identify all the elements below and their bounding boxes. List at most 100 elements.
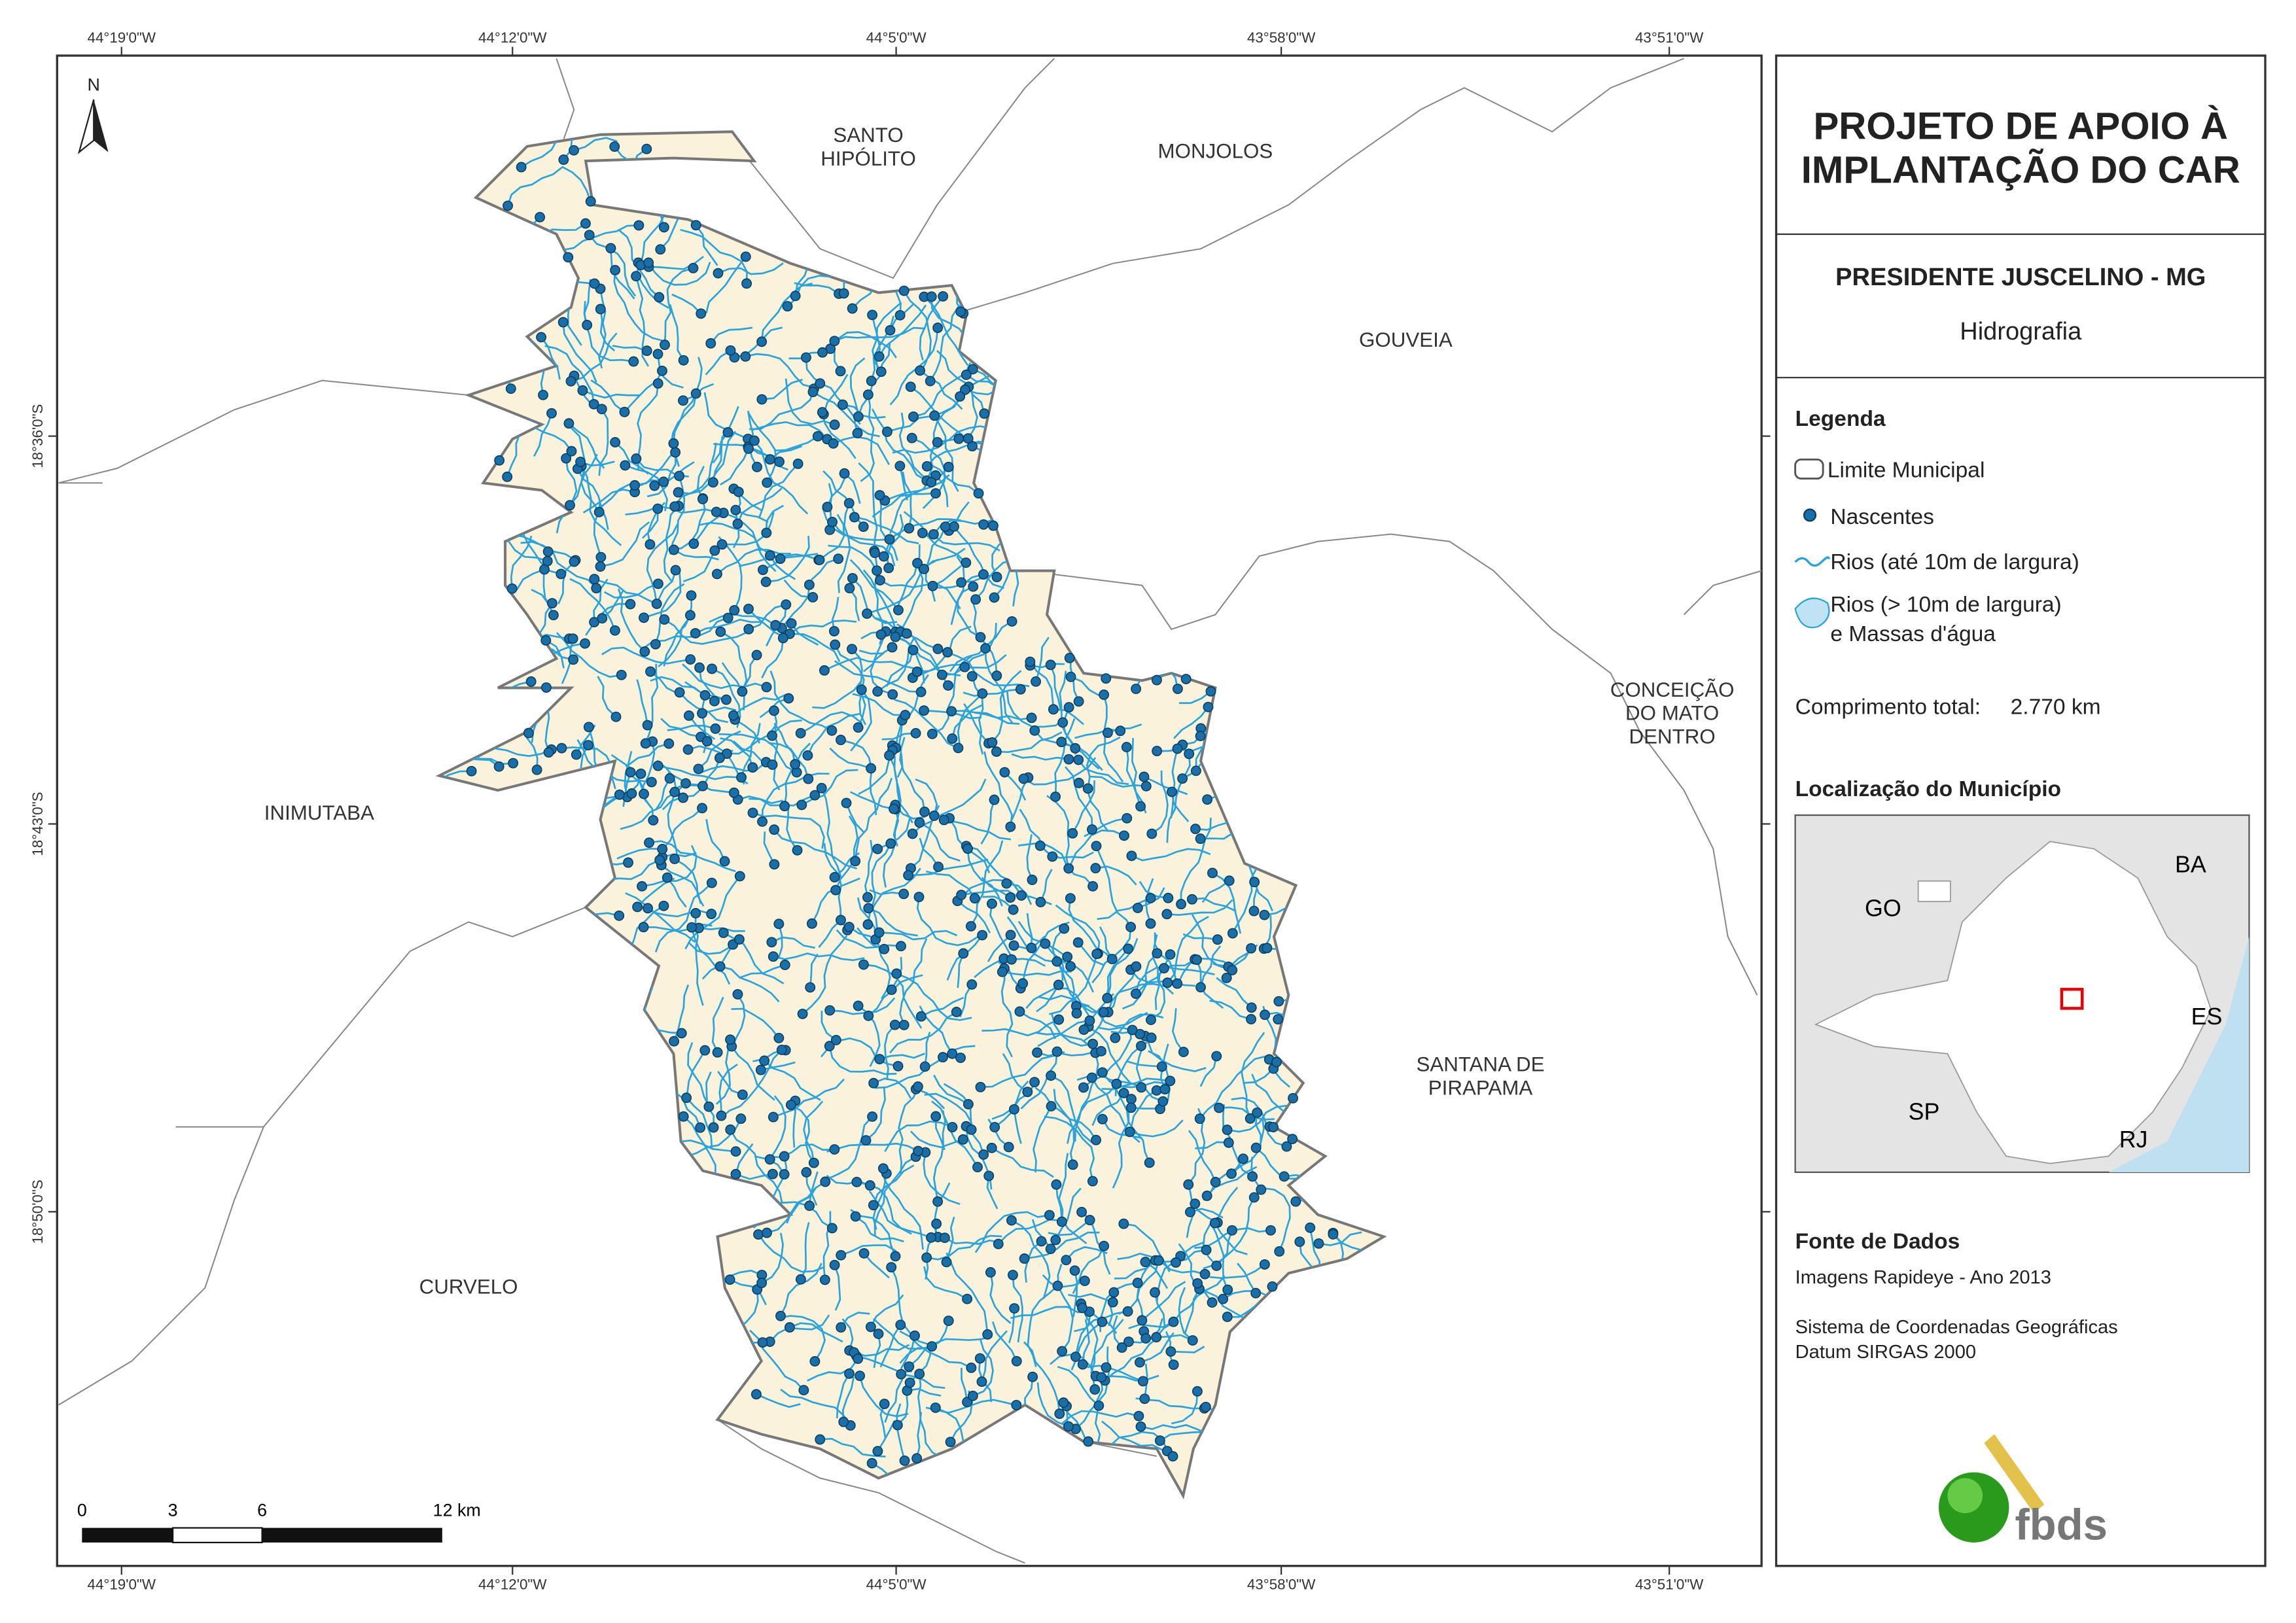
spring (493, 761, 504, 772)
river (1112, 1315, 1123, 1348)
river (762, 379, 803, 400)
river (923, 548, 966, 570)
spring (756, 336, 768, 347)
spring (1008, 940, 1019, 951)
spring (737, 686, 748, 697)
spring (1180, 674, 1192, 684)
river (544, 345, 595, 405)
spring (1011, 1355, 1022, 1367)
river (834, 644, 867, 725)
spring (1194, 1113, 1205, 1125)
spring (835, 366, 846, 377)
spring (652, 378, 663, 389)
spring (957, 1134, 968, 1145)
spring (1091, 1134, 1101, 1145)
spring (1273, 996, 1284, 1007)
spring (1209, 1217, 1220, 1229)
spring (828, 438, 839, 449)
spring (682, 744, 694, 755)
river (614, 442, 649, 475)
spring (1067, 1159, 1078, 1170)
river (841, 1318, 854, 1351)
spring (843, 922, 855, 932)
spring (1150, 1287, 1160, 1298)
side-panel: PROJETO DE APOIO À IMPLANTAÇÃO DO CAR PR… (1775, 54, 2267, 1567)
river (616, 847, 663, 860)
river (1075, 1346, 1110, 1430)
spring (542, 555, 553, 567)
spring (838, 1416, 849, 1427)
spring (1054, 1408, 1065, 1420)
spring (959, 661, 970, 672)
river (928, 573, 984, 589)
spring (698, 780, 708, 792)
spring (892, 1060, 904, 1072)
spring (926, 291, 937, 302)
river (711, 996, 724, 1053)
river (751, 421, 828, 440)
spring (751, 650, 762, 661)
river (944, 1236, 1002, 1245)
spring (925, 375, 936, 387)
spring (1136, 1082, 1147, 1093)
river (1173, 706, 1209, 739)
spring (735, 1113, 747, 1125)
spring (965, 920, 976, 932)
spring (1259, 1259, 1270, 1270)
spring (725, 1124, 736, 1135)
river (568, 423, 605, 469)
spring (757, 565, 768, 576)
spring (836, 1322, 847, 1333)
spring (1195, 833, 1206, 845)
spring (585, 196, 596, 207)
river (765, 504, 784, 533)
spring (683, 710, 694, 721)
spring (767, 1168, 778, 1179)
river (824, 657, 915, 672)
river (601, 589, 624, 620)
river (1201, 880, 1230, 903)
spring (824, 1005, 836, 1016)
river (1129, 1119, 1184, 1138)
river (688, 715, 716, 741)
spring (1107, 1297, 1118, 1308)
spring (760, 576, 771, 587)
spring (690, 220, 701, 231)
lon-label: 44°12'0"W (478, 29, 547, 46)
river (583, 279, 592, 326)
spring (1124, 1126, 1135, 1138)
river (593, 578, 609, 623)
spring (889, 803, 899, 814)
spring (1226, 1168, 1237, 1179)
river (1101, 1119, 1143, 1140)
spring (1195, 731, 1206, 742)
spring (705, 338, 716, 349)
spring (649, 480, 660, 491)
spring (631, 453, 642, 464)
river (720, 631, 748, 692)
river (1199, 1055, 1267, 1119)
spring (847, 572, 858, 584)
river (837, 502, 851, 593)
spring (1224, 875, 1235, 886)
spring (849, 512, 860, 523)
river (582, 488, 635, 514)
river (936, 350, 985, 414)
spring (912, 557, 923, 568)
spring (1007, 1270, 1018, 1280)
spring (1106, 954, 1118, 964)
spring (1281, 1141, 1292, 1152)
river (1072, 1270, 1078, 1318)
spring (798, 1385, 809, 1396)
river (884, 1024, 896, 1081)
spring (879, 1399, 890, 1410)
spring (1158, 963, 1169, 974)
spring (899, 1455, 910, 1466)
spring (658, 476, 669, 487)
river (705, 818, 726, 862)
river (783, 579, 813, 599)
spring (755, 1064, 766, 1075)
river (593, 479, 664, 515)
spring (1087, 881, 1099, 892)
spring (525, 676, 537, 687)
